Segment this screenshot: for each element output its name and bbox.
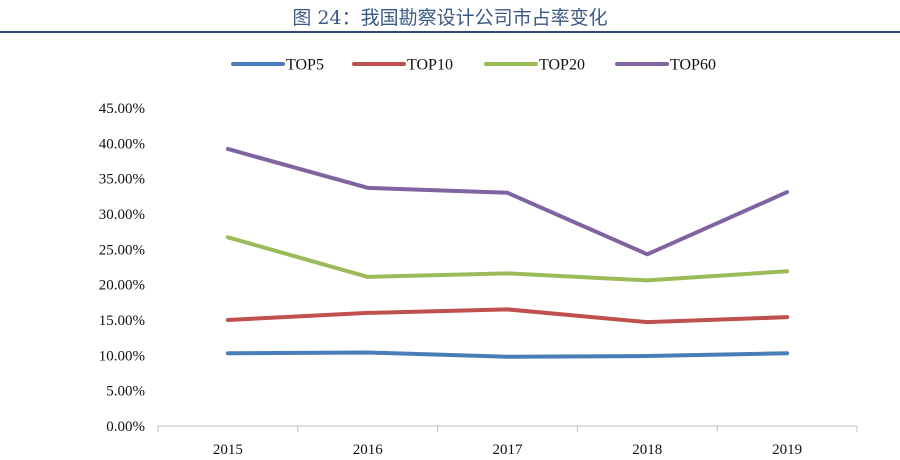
y-tick-label: 40.00%: [99, 136, 145, 152]
y-tick-label: 5.00%: [106, 384, 145, 400]
x-tick-label: 2016: [353, 442, 384, 458]
series-top10: [225, 307, 790, 325]
figure-header: 图 24：我国勘察设计公司市占率变化: [0, 0, 900, 33]
series-line: [225, 350, 790, 359]
legend-label: TOP5: [286, 57, 324, 74]
x-axis: 2015 2016 2017 2018 2019: [157, 425, 858, 458]
y-tick-label: 0.00%: [106, 419, 145, 435]
y-tick-label: 30.00%: [99, 207, 145, 223]
y-axis: 0.00% 5.00% 10.00% 15.00% 20.00% 25.00% 30.00%…: [99, 101, 145, 435]
legend-item-top5: TOP5: [231, 57, 324, 74]
series-line: [225, 307, 790, 325]
y-tick-label: 10.00%: [99, 348, 145, 364]
chart-legend: TOP5 TOP10 TOP20 TOP60: [231, 57, 716, 74]
title-divider: [0, 31, 900, 33]
chart-series: [225, 146, 790, 359]
series-top20: [225, 235, 790, 283]
x-tick-label: 2019: [772, 442, 802, 458]
y-tick-label: 25.00%: [99, 242, 145, 258]
series-top60: [225, 146, 790, 257]
series-line: [225, 235, 790, 283]
x-tick-label: 2015: [213, 442, 243, 458]
legend-item-top10: TOP10: [352, 57, 453, 74]
x-tick-label: 2017: [493, 442, 524, 458]
legend-label: TOP10: [407, 57, 453, 74]
y-tick-label: 15.00%: [99, 313, 145, 329]
y-tick-label: 20.00%: [99, 278, 145, 294]
legend-item-top20: TOP20: [484, 57, 585, 74]
series-line: [225, 146, 790, 257]
x-tick-label: 2018: [632, 442, 662, 458]
legend-label: TOP60: [670, 57, 716, 74]
y-tick-label: 45.00%: [99, 101, 145, 117]
series-top5: [225, 350, 790, 359]
legend-item-top60: TOP60: [615, 57, 716, 74]
y-tick-label: 35.00%: [99, 172, 145, 188]
figure-title: 图 24：我国勘察设计公司市占率变化: [292, 7, 608, 29]
legend-label: TOP20: [539, 57, 585, 74]
